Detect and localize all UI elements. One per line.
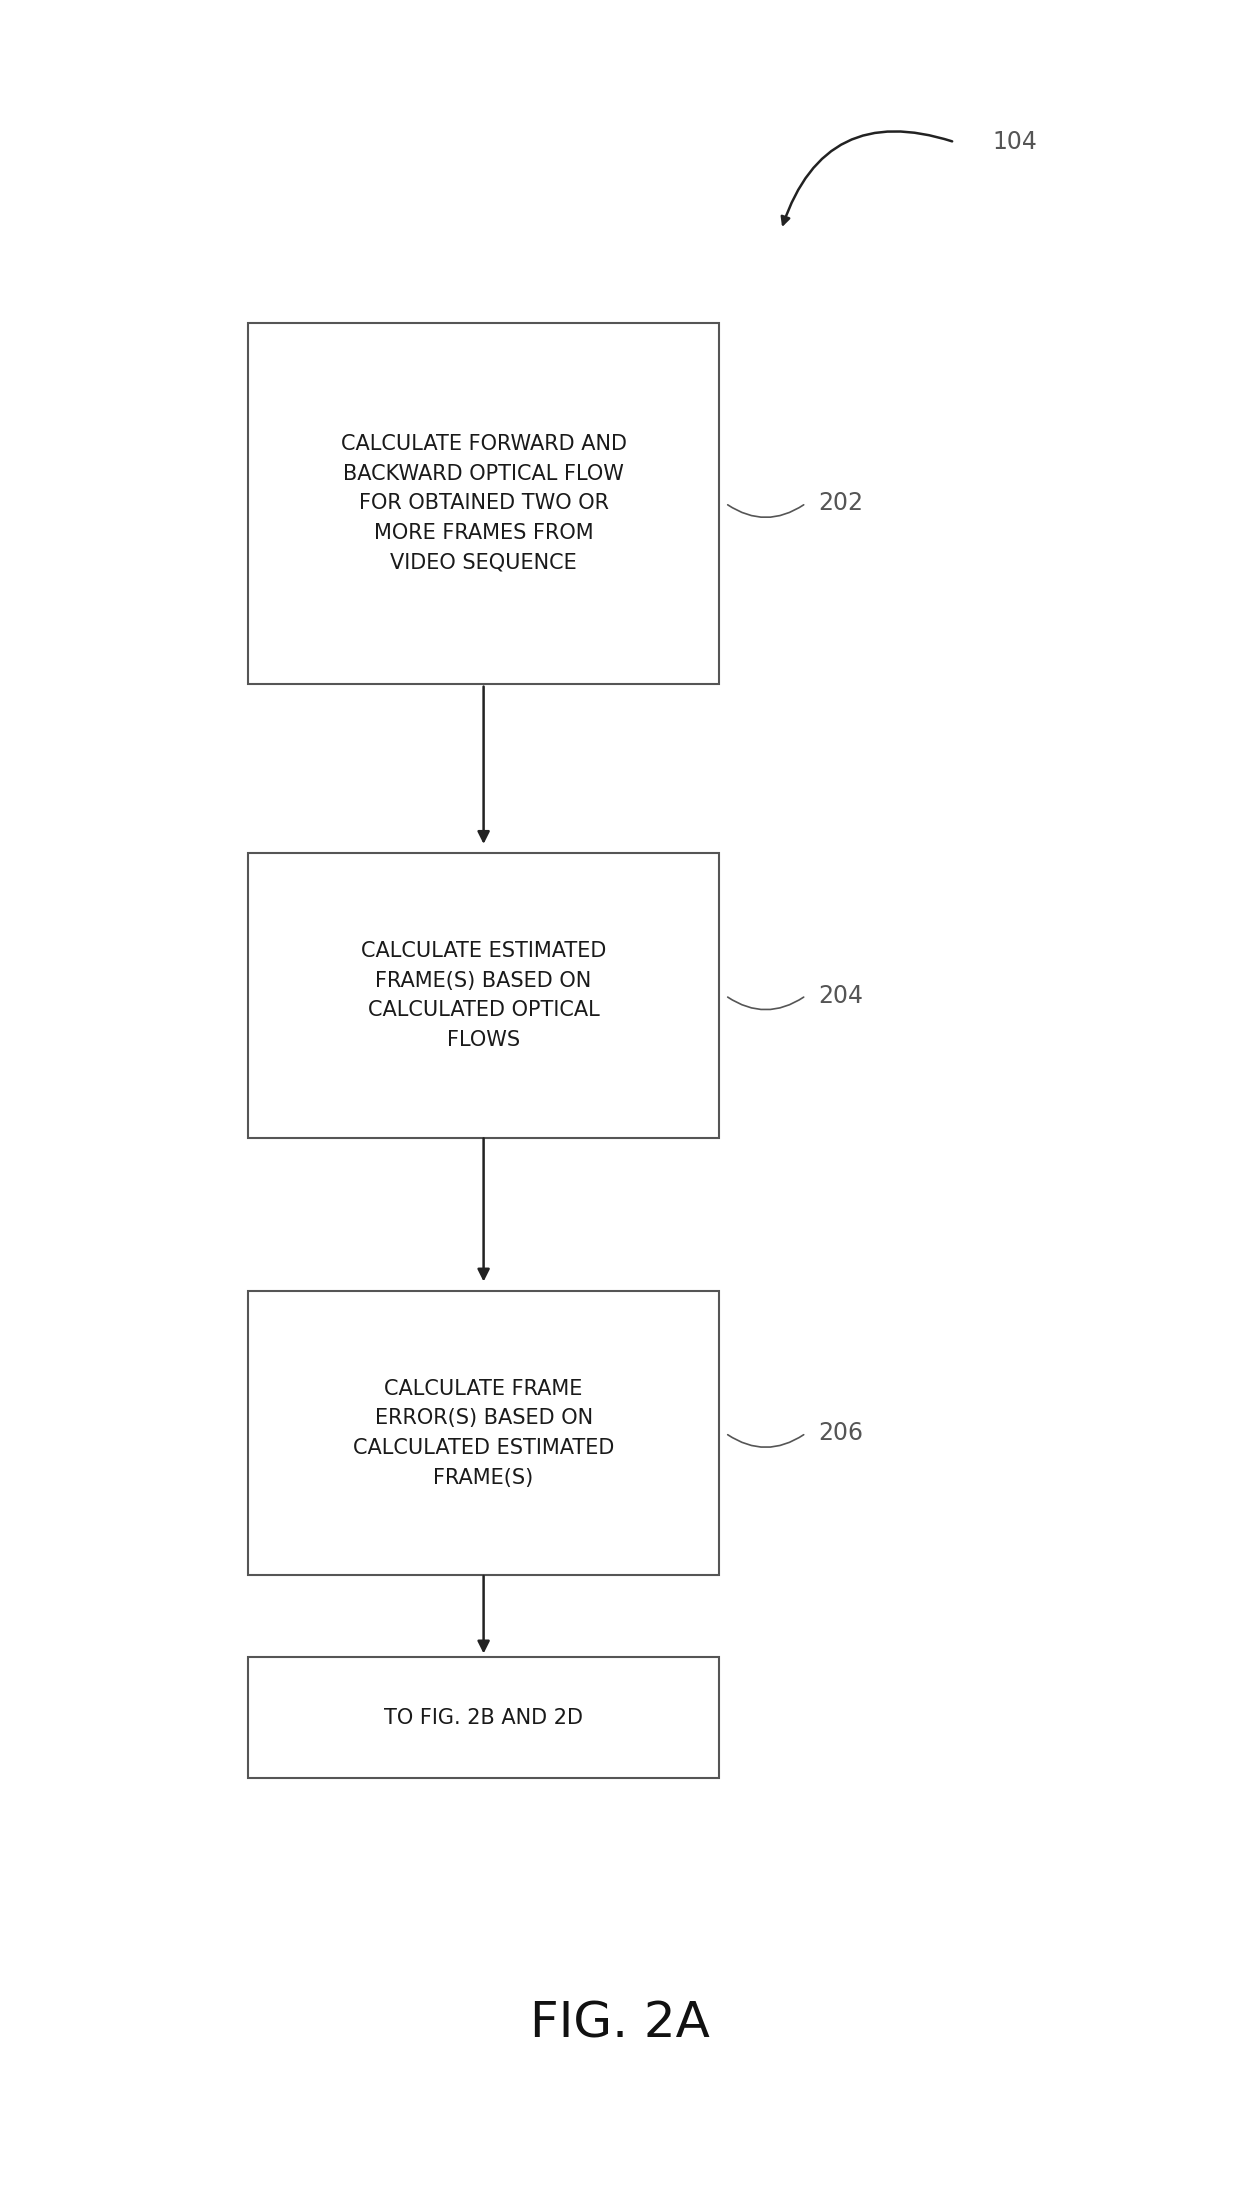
Text: CALCULATE FORWARD AND
BACKWARD OPTICAL FLOW
FOR OBTAINED TWO OR
MORE FRAMES FROM: CALCULATE FORWARD AND BACKWARD OPTICAL F… <box>341 433 626 573</box>
FancyBboxPatch shape <box>248 322 719 683</box>
FancyBboxPatch shape <box>248 1291 719 1575</box>
Text: 104: 104 <box>992 131 1037 153</box>
FancyBboxPatch shape <box>248 853 719 1138</box>
Text: TO FIG. 2B AND 2D: TO FIG. 2B AND 2D <box>384 1707 583 1729</box>
Text: FIG. 2A: FIG. 2A <box>529 2000 711 2048</box>
Text: 202: 202 <box>818 492 863 514</box>
Text: CALCULATE FRAME
ERROR(S) BASED ON
CALCULATED ESTIMATED
FRAME(S): CALCULATE FRAME ERROR(S) BASED ON CALCUL… <box>353 1378 614 1488</box>
Text: 206: 206 <box>818 1422 863 1444</box>
Text: CALCULATE ESTIMATED
FRAME(S) BASED ON
CALCULATED OPTICAL
FLOWS: CALCULATE ESTIMATED FRAME(S) BASED ON CA… <box>361 941 606 1050</box>
Text: 204: 204 <box>818 985 863 1006</box>
FancyBboxPatch shape <box>248 1659 719 1777</box>
